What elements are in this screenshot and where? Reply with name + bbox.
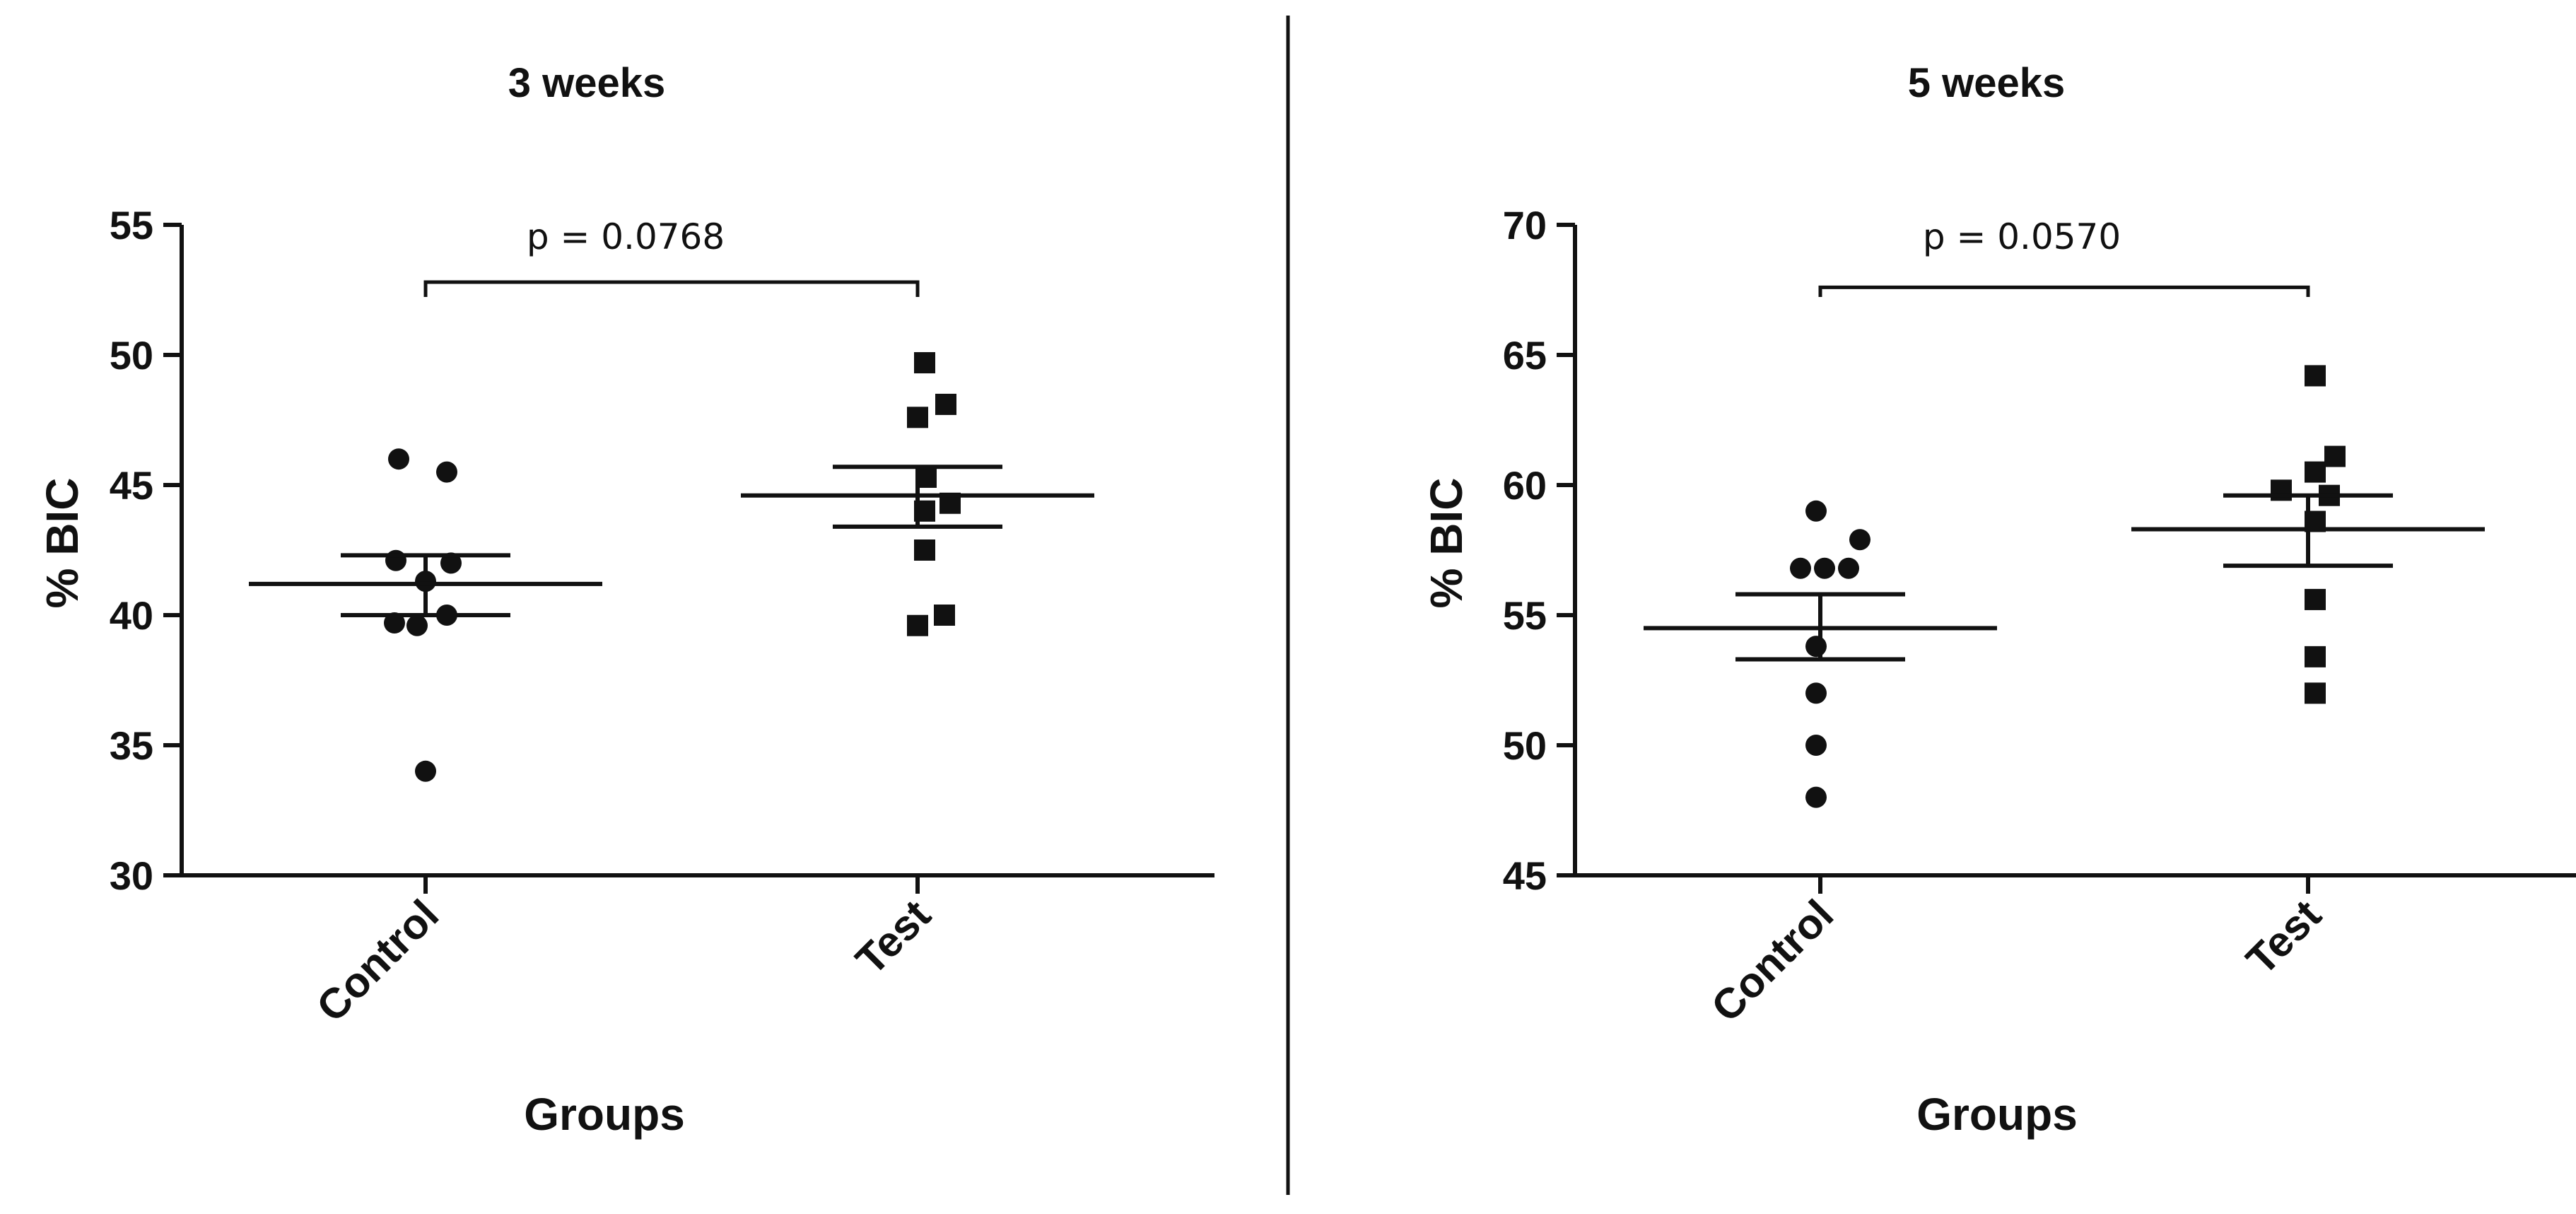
significance-bracket xyxy=(423,280,920,297)
y-tick-label: 55 xyxy=(110,203,153,247)
y-tick-label: 50 xyxy=(110,333,153,378)
data-point-control xyxy=(436,461,457,483)
x-axis-title: Groups xyxy=(1916,1089,2078,1140)
data-point-control xyxy=(384,612,405,634)
data-point-control xyxy=(1805,786,1827,808)
x-tick-label-test: Test xyxy=(2237,891,2330,984)
data-point-control xyxy=(1805,682,1827,704)
data-point-control xyxy=(415,760,436,782)
x-tick-label-control: Control xyxy=(1702,891,1842,1031)
data-point-control xyxy=(1838,557,1859,579)
y-tick-label: 65 xyxy=(1503,333,1547,378)
panel-5-weeks: 5 weeks % BIC Groups p = 0.0570 45 50 55 60… xyxy=(1421,60,2576,1140)
y-axis-title: % BIC xyxy=(37,478,88,609)
data-point-control xyxy=(406,614,428,636)
y-tick-label: 30 xyxy=(110,853,153,898)
data-point-test xyxy=(934,605,955,626)
data-point-control xyxy=(1849,529,1870,551)
plot-area: 45 50 55 60 65 70 Control Test xyxy=(1503,203,2576,1031)
data-point-control xyxy=(1805,636,1827,658)
data-point-control xyxy=(1814,557,1835,579)
data-point-test xyxy=(2305,365,2326,387)
data-point-test xyxy=(2324,445,2346,467)
data-point-control xyxy=(388,448,409,470)
data-point-test xyxy=(2305,588,2326,610)
data-point-test xyxy=(2305,682,2326,704)
data-point-test xyxy=(914,352,935,374)
data-point-test xyxy=(2271,479,2292,501)
y-tick-label: 45 xyxy=(1503,853,1547,898)
data-point-control xyxy=(385,549,406,571)
significance-bracket xyxy=(1818,285,2310,297)
p-value-annotation: p = 0.0768 xyxy=(527,216,725,257)
plot-area: 30 35 40 45 50 55 Control Test xyxy=(110,203,1214,1031)
data-point-test xyxy=(907,407,928,428)
y-tick-label: 60 xyxy=(1503,463,1547,508)
data-point-control xyxy=(440,552,462,574)
panel-3-weeks: 3 weeks % BIC Groups p = 0.0768 30 35 40 45… xyxy=(37,60,1214,1140)
panel-title: 5 weeks xyxy=(1908,60,2066,106)
data-point-control xyxy=(1805,735,1827,756)
y-tick-label: 50 xyxy=(1503,723,1547,768)
x-tick-label-control: Control xyxy=(308,891,447,1031)
y-tick-label: 55 xyxy=(1503,593,1547,638)
y-tick-label: 45 xyxy=(110,463,153,508)
data-point-control xyxy=(1805,500,1827,522)
data-point-test xyxy=(2305,461,2326,483)
data-point-control xyxy=(1790,557,1811,579)
y-tick-label: 40 xyxy=(110,593,153,638)
y-axis-title: % BIC xyxy=(1421,478,1472,609)
y-tick-label: 70 xyxy=(1503,203,1547,247)
x-axis-title: Groups xyxy=(524,1089,685,1140)
data-point-test xyxy=(2305,646,2326,667)
y-tick-label: 35 xyxy=(110,723,153,768)
x-tick-label-test: Test xyxy=(847,891,939,984)
data-point-test xyxy=(914,539,935,561)
panel-title: 3 weeks xyxy=(508,60,666,106)
p-value-annotation: p = 0.0570 xyxy=(1923,216,2121,257)
data-point-test xyxy=(935,393,956,415)
data-point-test xyxy=(907,614,928,636)
